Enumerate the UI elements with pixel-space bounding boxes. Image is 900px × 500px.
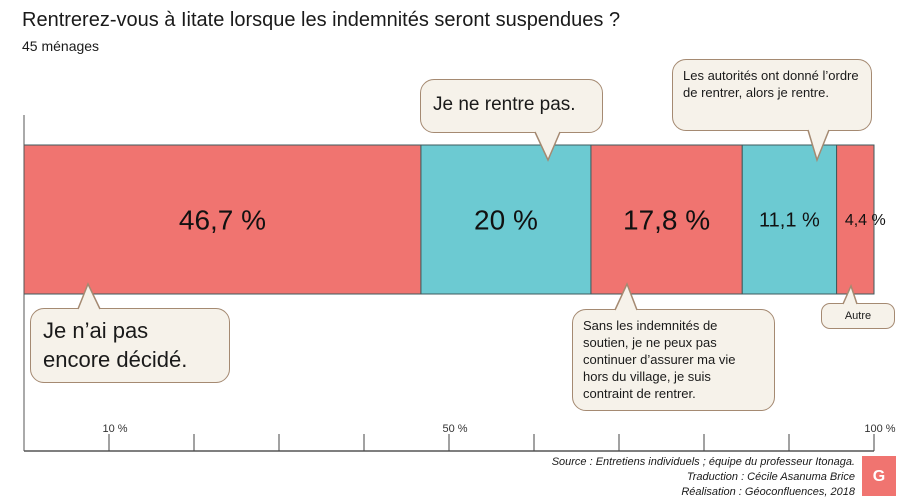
chart-subtitle: 45 ménages <box>22 38 100 54</box>
data-label: 46,7 % <box>179 204 266 235</box>
translation-text: Traduction : Cécile Asanuma Brice <box>686 471 855 483</box>
geoconfluences-logo: G <box>862 456 896 496</box>
annotation-not-return: Je ne rentre pas. <box>420 79 603 133</box>
data-label: 11,1 % <box>759 210 820 232</box>
annotation-authorities: Les autorités ont donné l’ordre de rentr… <box>672 59 872 131</box>
source-text: Source : Entretiens individuels ; équipe… <box>551 456 855 468</box>
x-tick-label: 10 % <box>102 423 127 435</box>
annotation-text: Autre <box>844 310 872 322</box>
annotation-text: Je n’ai pas encore décidé. <box>43 318 188 372</box>
chart-title: Rentrerez-vous à Iitate lorsque les inde… <box>22 9 621 31</box>
data-label: 17,8 % <box>623 204 710 235</box>
bar-segment <box>836 144 875 295</box>
annotation-text: Les autorités ont donné l’ordre de rentr… <box>683 68 859 100</box>
bar-segment <box>23 144 422 295</box>
x-tick-label: 100 % <box>864 423 895 435</box>
realisation-text: Réalisation : Géoconfluences, 2018 <box>681 486 855 498</box>
bar-segment <box>420 144 592 295</box>
annotation-text: Sans les indemnités de soutien, je ne pe… <box>583 318 736 401</box>
x-tick-label: 50 % <box>442 423 467 435</box>
data-label: 4,4 % <box>845 212 886 229</box>
annotation-undecided: Je n’ai pas encore décidé. <box>30 308 230 384</box>
data-label: 20 % <box>474 204 538 235</box>
bar-segment <box>590 144 743 295</box>
annotation-other: Autre <box>821 303 895 330</box>
annotation-forced: Sans les indemnités de soutien, je ne pe… <box>572 309 775 412</box>
annotation-text: Je ne rentre pas. <box>433 94 576 115</box>
